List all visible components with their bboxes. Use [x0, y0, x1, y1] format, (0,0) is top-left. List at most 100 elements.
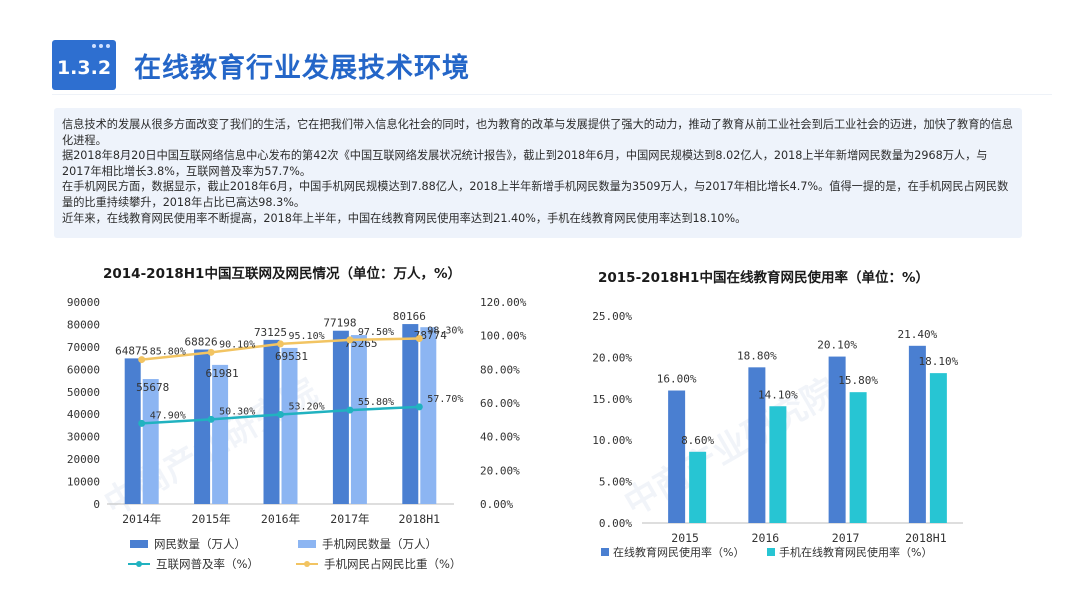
- badge-dots-icon: [92, 44, 110, 48]
- right-axis-tick-label: 120.00%: [480, 296, 527, 309]
- legend-label: 互联网普及率（%）: [156, 557, 259, 571]
- line-point: [415, 335, 423, 343]
- right-axis-tick-label: 20.00%: [480, 464, 520, 477]
- legend-label: 在线教育网民使用率（%）: [613, 546, 745, 559]
- right-axis-tick-label: 100.00%: [480, 330, 527, 343]
- bar-data-label: 64875: [115, 344, 148, 357]
- legend-label: 手机网民占网民比重（%）: [324, 557, 462, 571]
- line-data-label: 85.80%: [150, 347, 186, 358]
- legend-label: 手机网民数量（万人）: [322, 537, 437, 551]
- bar-online-edu-rate: [748, 367, 766, 523]
- legend-swatch: [767, 548, 775, 556]
- line-data-label: 97.50%: [358, 327, 394, 338]
- bar-online-edu-rate: [828, 356, 846, 523]
- intro-paragraph-1: 信息技术的发展从很多方面改变了我们的生活，它在把我们带入信息化社会的同时，也为教…: [62, 118, 1013, 147]
- left-axis-tick-label: 50000: [67, 386, 100, 399]
- x-axis-category-label: 2015: [671, 531, 699, 545]
- chart2-plot: 0.00% 5.00% 10.00% 15.00% 20.00% 25.00% 2015 16…: [592, 310, 963, 545]
- legend-swatch: [130, 540, 148, 548]
- bar-data-label: 68826: [185, 336, 218, 349]
- left-axis-tick-label: 80000: [67, 318, 100, 331]
- bar-data-label: 18.10%: [919, 355, 959, 368]
- bar-data-label: 15.80%: [838, 374, 878, 387]
- line-point: [346, 336, 354, 344]
- bar-data-label: 77198: [323, 317, 356, 330]
- bar-mobile-users: [281, 347, 298, 504]
- bar-internet-users: [124, 358, 141, 504]
- left-axis-tick-label: 10000: [67, 476, 100, 489]
- x-axis-category-label: 2016年: [261, 512, 300, 526]
- bar-mobile-users: [420, 327, 437, 504]
- line-data-label: 57.70%: [427, 394, 463, 405]
- left-axis-tick-label: 20000: [67, 453, 100, 466]
- y-axis-tick-label: 10.00%: [592, 434, 632, 447]
- left-axis-tick-label: 90000: [67, 296, 100, 309]
- bar-data-label: 16.00%: [657, 373, 697, 386]
- x-axis-category-label: 2017年: [330, 512, 369, 526]
- line-data-label: 47.90%: [150, 410, 186, 421]
- chart1-title: 2014-2018H1中国互联网及网民情况（单位：万人，%）: [103, 266, 461, 282]
- intro-paragraph-3: 在手机网民方面，数据显示，截止2018年6月，中国手机网民规模达到7.88亿人，…: [62, 180, 1009, 209]
- left-axis-tick-label: 30000: [67, 431, 100, 444]
- bar-internet-users: [332, 330, 349, 504]
- intro-paragraph-2: 据2018年8月20日中国互联网络信息中心发布的第42次《中国互联网络发展状况统…: [62, 149, 988, 178]
- chart2-legend-mobile-online-edu: 手机在线教育网民使用率（%）: [767, 544, 932, 560]
- x-axis-category-label: 2018H1: [399, 512, 441, 526]
- line-point: [346, 406, 354, 414]
- right-axis-tick-label: 40.00%: [480, 431, 520, 444]
- chart1-legend-mobile-users: 手机网民数量（万人）: [298, 536, 437, 552]
- line-data-label: 53.20%: [289, 401, 325, 412]
- line-point: [207, 415, 215, 423]
- y-axis-tick-label: 5.00%: [599, 476, 632, 489]
- bar-mobile-users: [142, 379, 159, 504]
- bar-data-label: 61981: [206, 367, 239, 380]
- left-axis-tick-label: 60000: [67, 363, 100, 376]
- section-number: 1.3.2: [56, 57, 112, 79]
- bar-mobile-users: [212, 364, 229, 504]
- y-axis-tick-label: 0.00%: [599, 517, 632, 530]
- bar-data-label: 18.80%: [737, 349, 777, 362]
- line-point: [277, 410, 284, 418]
- right-axis-tick-label: 0.00%: [480, 498, 513, 511]
- x-axis-category-label: 2015年: [191, 512, 230, 526]
- y-axis-tick-label: 20.00%: [592, 351, 632, 364]
- bar-internet-users: [263, 339, 280, 504]
- chart1-legend-internet-users: 网民数量（万人）: [130, 536, 246, 552]
- bar-data-label: 55678: [136, 381, 169, 394]
- x-axis-category-label: 2016: [752, 531, 780, 545]
- chart1-legend-penetration: 互联网普及率（%）: [128, 556, 259, 572]
- x-axis-category-label: 2014年: [122, 512, 161, 526]
- bar-online-edu-rate: [668, 390, 686, 523]
- y-axis-tick-label: 25.00%: [592, 310, 632, 323]
- bar-mobile-online-edu-rate: [849, 392, 867, 523]
- legend-label: 网民数量（万人）: [154, 537, 246, 551]
- bar-mobile-users: [350, 335, 367, 504]
- line-data-label: 98.30%: [427, 326, 463, 337]
- line-data-label: 50.30%: [219, 406, 255, 417]
- line-point: [138, 419, 146, 427]
- legend-swatch: [298, 540, 316, 548]
- intro-text-box: 信息技术的发展从很多方面改变了我们的生活，它在把我们带入信息化社会的同时，也为教…: [54, 108, 1022, 238]
- bar-online-edu-rate: [908, 345, 926, 523]
- x-axis-category-label: 2018H1: [905, 531, 947, 545]
- legend-swatch: [128, 559, 150, 569]
- left-axis-tick-label: 70000: [67, 341, 100, 354]
- intro-paragraph-4: 近年来，在线教育网民使用率不断提高，2018年上半年，中国在线教育网民使用率达到…: [62, 211, 747, 225]
- bar-data-label: 8.60%: [681, 434, 714, 447]
- y-axis-tick-label: 15.00%: [592, 393, 632, 406]
- legend-swatch: [601, 548, 609, 556]
- bar-mobile-online-edu-rate: [689, 451, 707, 523]
- bar-data-label: 69531: [275, 350, 308, 363]
- line-data-label: 55.80%: [358, 397, 394, 408]
- bar-data-label: 80166: [393, 310, 426, 323]
- header-divider: [52, 94, 1052, 95]
- right-axis-tick-label: 80.00%: [480, 363, 520, 376]
- right-axis-tick-label: 60.00%: [480, 397, 520, 410]
- chart1-plot: 0 10000 20000 30000 40000 50000 60000 70000 8000…: [67, 296, 527, 526]
- line-point: [415, 403, 423, 411]
- bar-internet-users: [402, 324, 419, 504]
- line-point: [138, 356, 146, 364]
- section-header: 1.3.2 在线教育行业发展技术环境: [52, 38, 1052, 96]
- bar-data-label: 21.40%: [898, 328, 938, 341]
- bar-data-label: 14.10%: [758, 388, 798, 401]
